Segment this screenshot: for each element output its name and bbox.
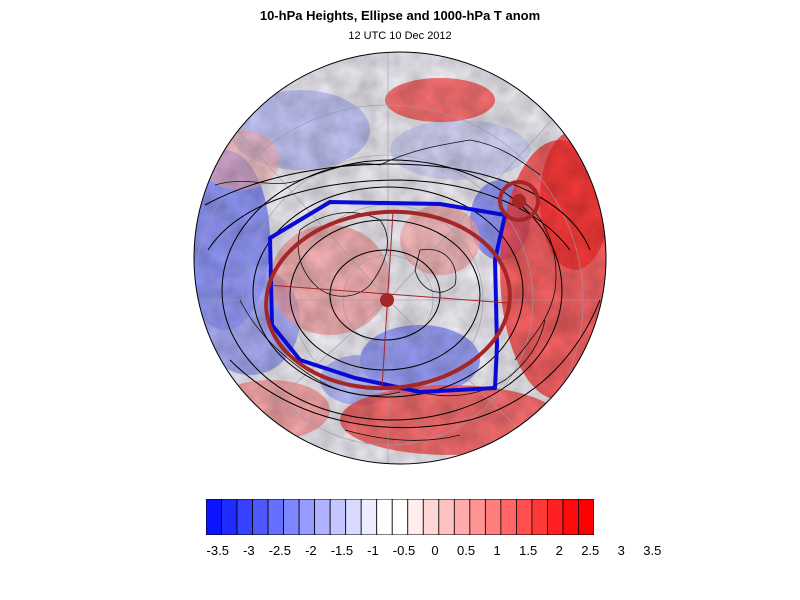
colorbar-tick-label: 0.5 (457, 543, 476, 558)
coastlines (214, 139, 557, 441)
colorbar-swatch (500, 499, 517, 535)
colorbar-swatch (314, 499, 331, 535)
colorbar-swatch (298, 499, 316, 535)
secondary-vortex-marker (512, 194, 526, 208)
graticule (194, 52, 606, 464)
colorbar-tick-label: 2 (555, 543, 563, 558)
colorbar-tick-label: -0.5 (392, 543, 416, 558)
colorbar-tick-label: -2.5 (268, 543, 292, 558)
colorbar-swatch (453, 499, 471, 535)
colorbar-swatch (221, 499, 238, 535)
polar-map (193, 51, 607, 465)
colorbar-swatch (422, 499, 440, 535)
colorbar-swatch (547, 499, 564, 535)
colorbar-tick-label: -1.5 (330, 543, 354, 558)
colorbar-swatch (469, 499, 486, 535)
colorbar-swatch (252, 499, 269, 535)
colorbar-tick-label: 2.5 (581, 543, 600, 558)
colorbar-tick-label: -3.5 (206, 543, 229, 558)
vortex-ellipse (264, 209, 512, 391)
height-contours (204, 159, 601, 428)
colorbar-swatch (562, 499, 579, 535)
map-title: 10-hPa Heights, Ellipse and 1000-hPa T a… (259, 8, 541, 23)
colorbar-swatch (206, 499, 222, 535)
colorbar-tick-label: 1 (493, 543, 501, 558)
colorbar-swatch (515, 499, 533, 535)
colorbar-swatch (407, 499, 424, 535)
vortex-edge-line (268, 200, 507, 394)
colorbar-swatch (329, 499, 347, 535)
colorbar-swatch (531, 499, 548, 535)
secondary-vortex-circle (498, 180, 540, 222)
globe-outline (193, 51, 607, 465)
vortex-centroid-marker (380, 293, 394, 307)
temperature-anomaly-field (194, 52, 606, 464)
colorbar-swatch (484, 499, 502, 535)
colorbar-tick-label: -1 (367, 543, 379, 558)
colorbar-swatch (438, 499, 455, 535)
colorbar (206, 499, 594, 535)
colorbar-swatch (236, 499, 253, 535)
colorbar-tick-label: 0 (431, 543, 439, 558)
colorbar-tick-label: -3 (243, 543, 255, 558)
map-subtitle: 12 UTC 10 Dec 2012 (348, 30, 452, 42)
colorbar-tick-label: 3.5 (643, 543, 662, 558)
colorbar-swatch (283, 499, 300, 535)
colorbar-tick-label: -2 (305, 543, 317, 558)
colorbar-tick-label: 3 (617, 543, 625, 558)
colorbar-swatch (267, 499, 285, 535)
colorbar-tick-label: 1.5 (519, 543, 538, 558)
colorbar-swatch (578, 499, 594, 535)
colorbar-swatch (376, 499, 393, 535)
colorbar-swatch (360, 499, 378, 535)
colorbar-swatch (391, 499, 409, 535)
colorbar-swatch (345, 499, 362, 535)
